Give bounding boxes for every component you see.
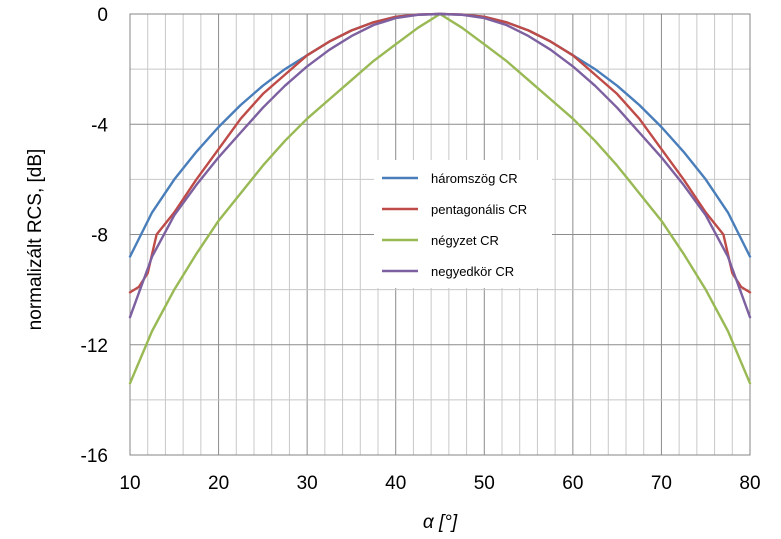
legend-label: háromszög CR [431, 171, 518, 186]
y-tick-label: -4 [91, 115, 108, 136]
tick-labels: 10 20 30 40 50 60 70 80 0 -4 -8 -12 -16 [81, 5, 761, 494]
series-line-4 [128, 12, 752, 319]
series-layer [128, 12, 752, 385]
x-tick-label: 10 [119, 473, 140, 494]
x-tick-label: 80 [739, 473, 760, 494]
x-tick-label: 70 [651, 473, 672, 494]
x-tick-label: 50 [474, 473, 495, 494]
y-tick-label: 0 [97, 5, 108, 26]
legend-box [374, 160, 552, 288]
y-tick-label: -8 [91, 226, 108, 247]
y-axis-title: normalizált RCS, [dB] [25, 149, 46, 331]
legend-label: negyedkör CR [431, 264, 514, 279]
legend-label: négyzet CR [431, 233, 499, 248]
y-tick-label: -12 [81, 336, 108, 357]
x-tick-label: 40 [385, 473, 406, 494]
y-tick-label: -16 [81, 446, 108, 467]
legend: háromszög CR pentagonális CR négyzet CR neg… [374, 160, 552, 288]
legend-label: pentagonális CR [431, 202, 527, 217]
x-tick-label: 20 [208, 473, 229, 494]
x-tick-label: 60 [562, 473, 583, 494]
x-axis-title: α [°] [423, 512, 458, 533]
x-tick-label: 30 [297, 473, 318, 494]
